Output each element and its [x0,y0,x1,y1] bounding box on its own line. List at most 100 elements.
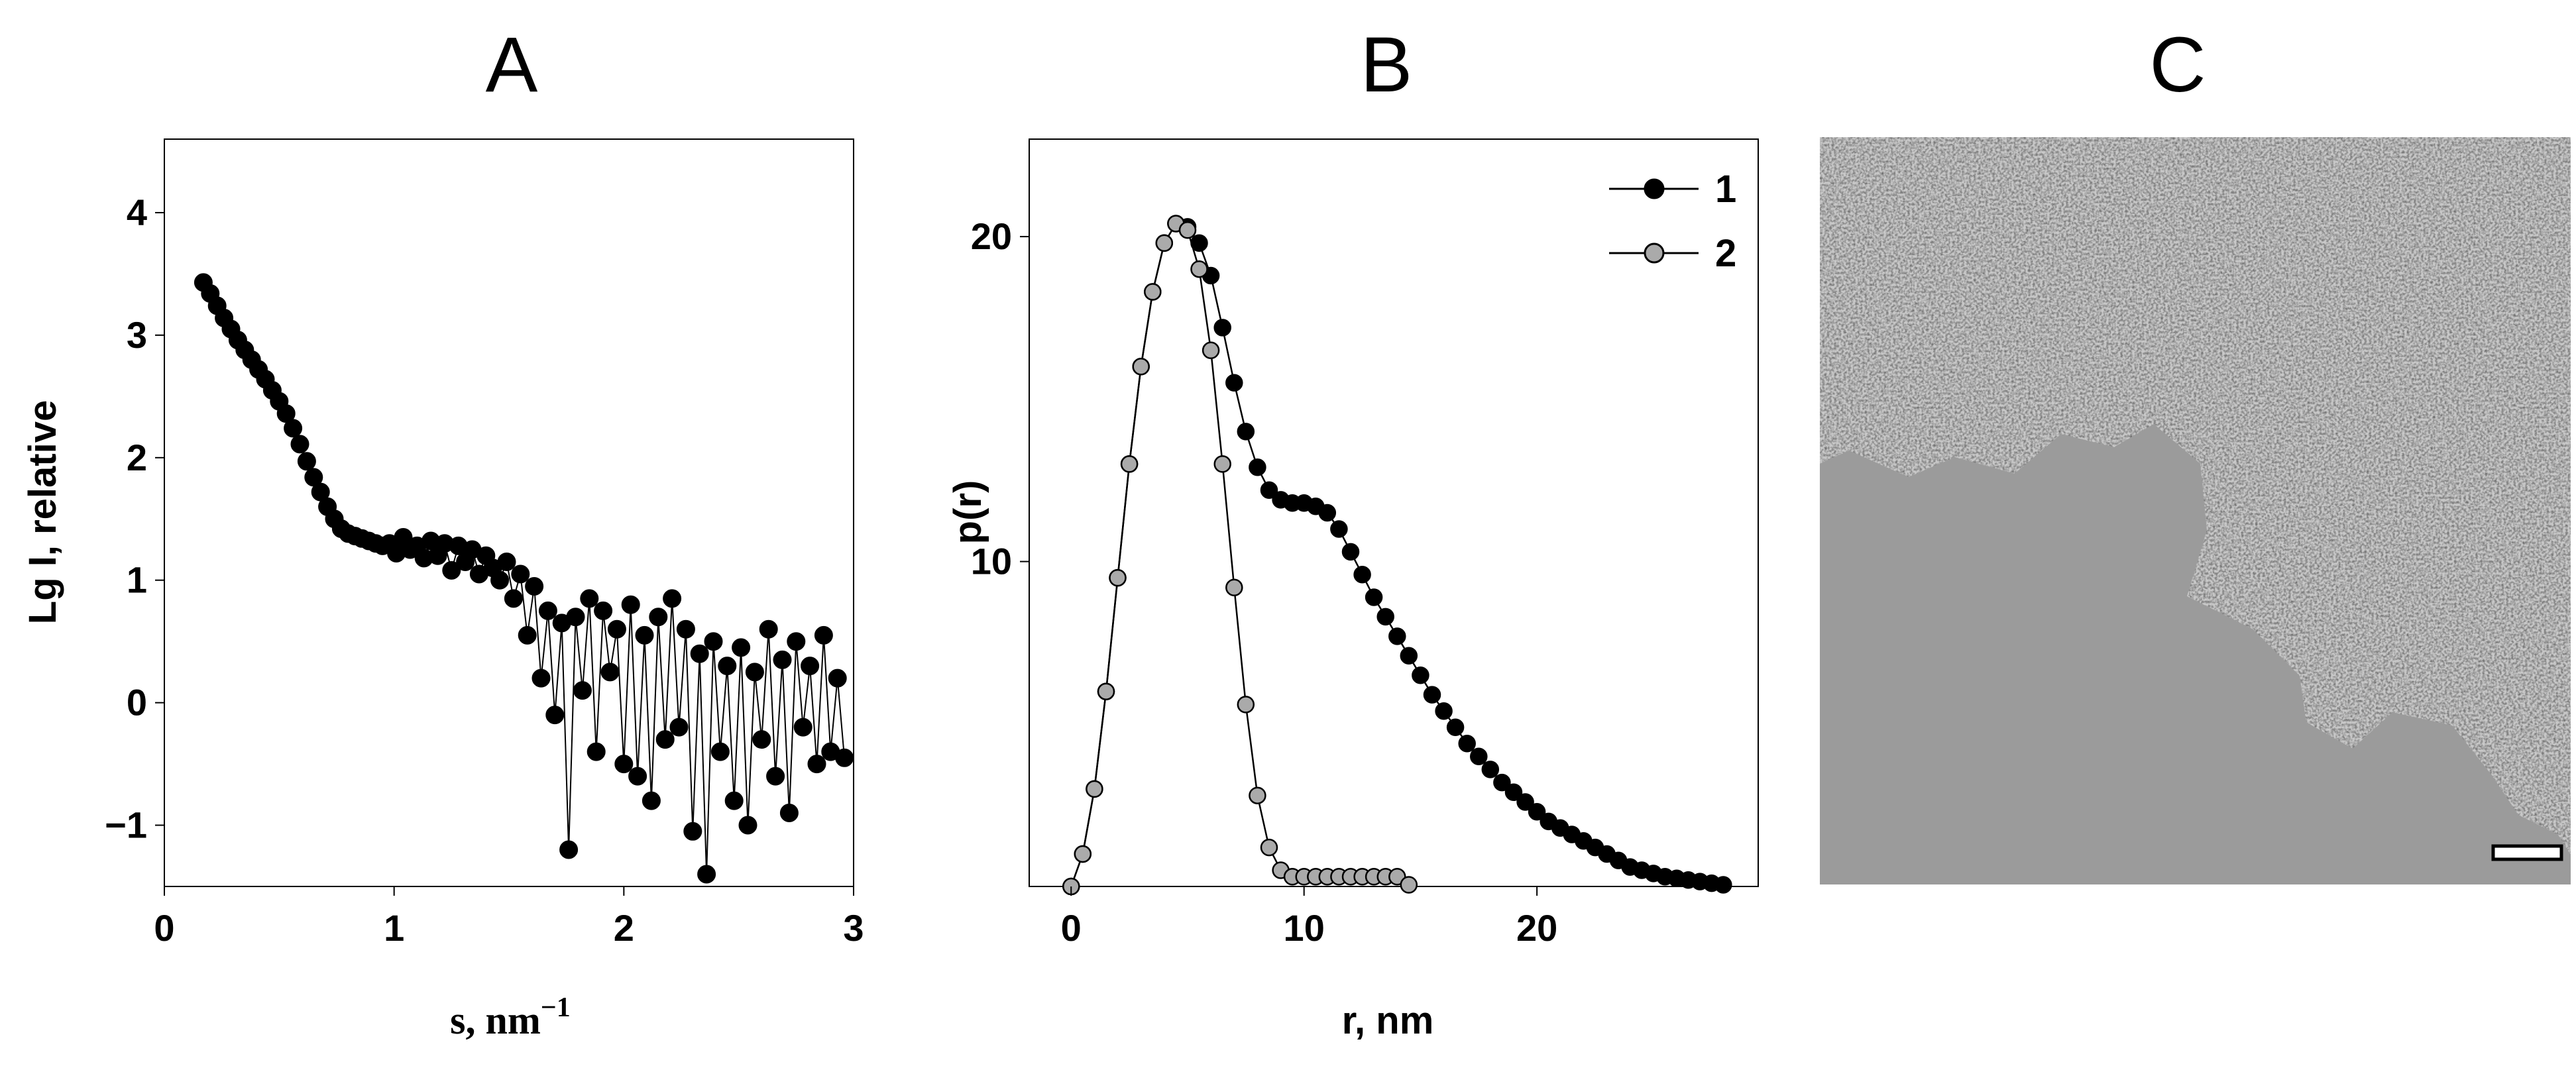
chart-b-frame [1029,138,1759,887]
chart-b-point [1237,423,1255,441]
panel-a-letter: A [486,21,538,109]
chart-a-point [490,570,510,590]
chart-a-point [669,718,689,737]
chart-a-point [710,742,730,761]
chart-b-point [1086,780,1103,798]
chart-a-y-tick-label: 0 [127,682,147,723]
chart-a-point [532,668,551,688]
chart-b-x-tick-label: 0 [1061,907,1082,949]
chart-b-legend: 1 2 [1609,168,1736,275]
panel-b-letter: B [1361,21,1413,109]
chart-a-point [683,822,702,841]
chart-b-point [1109,568,1127,587]
chart-b-point [1132,358,1150,376]
chart-a-point [732,638,751,657]
chart-b-point [1190,260,1208,278]
chart-a-point [635,625,654,645]
chart-b-point [1330,520,1348,538]
chart-b-series [1062,215,1732,896]
chart-b-point [1388,627,1406,645]
chart-a-point [690,644,709,663]
legend-label-1: 1 [1715,168,1736,211]
chart-b-point [1516,793,1534,811]
chart-a-point [559,840,579,859]
chart-a-x-title-main: s, nm [450,998,541,1042]
micrograph-image [1820,137,2571,884]
chart-b-point [1202,341,1220,360]
chart-b-point [1400,876,1418,894]
legend-marker-1 [1644,178,1665,199]
chart-a-point [614,755,634,774]
chart-a-point [600,663,620,682]
chart-a-point [594,601,613,620]
chart-a-frame [164,138,854,887]
chart-b-point [1400,647,1418,665]
chart-a-x-tick-label: 3 [843,907,864,949]
chart-b-point [1260,838,1278,857]
chart-a-x-tick-label: 2 [614,907,634,949]
chart-a-point [793,718,812,737]
chart-b-point [1318,504,1337,522]
chart-a-point [511,564,530,584]
chart-a-point [607,619,626,639]
chart-b-point [1178,221,1197,239]
chart-b-x-tick-label: 20 [1516,907,1557,949]
chart-a-point [525,577,544,596]
chart-b-x-axis-title: r, nm [1342,999,1434,1042]
chart-b-point [1458,734,1476,753]
chart-a-point [759,619,778,639]
chart-a-x-tick-label: 0 [154,907,174,949]
chart-b-point [1213,319,1231,337]
chart-a-y-axis-title: Lg I, relative [21,400,64,624]
chart-a-x-tick-label: 1 [384,907,404,949]
chart-b-point [1120,455,1139,473]
chart-a-point [649,608,668,627]
chart-b-point [1470,747,1488,766]
chart-a-point [814,625,833,645]
chart-b-y-axis: 10 20 [971,215,1029,582]
chart-b-point [1412,666,1429,684]
chart-a-y-tick-label: 1 [127,559,147,601]
chart-b-point [1237,696,1255,714]
chart-b-point [1435,702,1453,720]
chart-a-point [828,668,847,688]
chart-b-point [1074,845,1092,863]
chart-a-y-tick-label: 2 [127,437,147,478]
chart-a-point [442,561,461,580]
chart-b-point [1504,783,1523,802]
chart-b-y-tick-label: 20 [971,215,1012,257]
chart-a-point [518,625,537,645]
chart-b-point [1714,876,1732,894]
legend-label-2: 2 [1715,232,1736,275]
chart-a-point [566,608,585,627]
chart-a-point [655,730,675,749]
chart-a-point [835,748,854,767]
chart-b-point [1225,578,1243,597]
chart-a-series [194,273,854,884]
chart-a-point [745,663,764,682]
chart-b-point [1213,455,1231,473]
chart-a-y-tick-label: 4 [127,191,147,233]
chart-a-point [718,657,737,676]
chart-b-y-axis-title: p(r) [946,480,989,545]
chart-b-y-tick-label: 10 [971,541,1012,582]
micrograph-dense-aggregates [1820,424,2571,884]
chart-a-point [580,589,599,608]
chart-a-point [504,589,523,608]
chart-a-point [628,767,647,786]
chart-b-point [1481,761,1500,778]
chart-a-x-axis-title: s, nm−1 [450,992,571,1042]
chart-b-point [1260,481,1278,499]
chart-b-point [1365,588,1383,606]
legend-marker-2 [1644,242,1665,264]
chart-b-series-1-line [1070,223,1724,887]
chart-b-point [1341,543,1360,561]
chart-a-point [573,681,592,700]
chart-a-point [787,632,806,651]
chart-b-point [1493,773,1511,792]
chart-a-x-axis: 0 1 2 3 [154,886,864,949]
chart-a-point [738,816,757,835]
chart-b-point [1446,718,1465,736]
